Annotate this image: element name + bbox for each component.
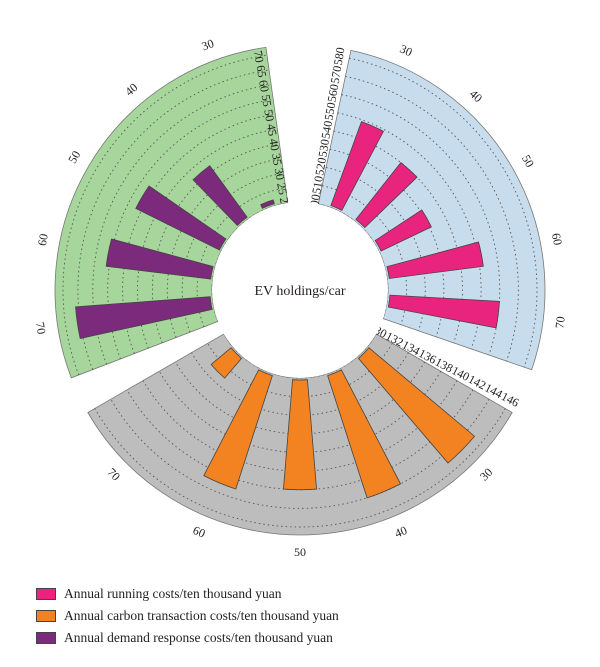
radial-tick-demand: 50	[261, 108, 277, 122]
legend-label-carbon: Annual carbon transaction costs/ten thou…	[64, 607, 339, 623]
legend-swatch-demand	[36, 631, 56, 644]
legend-item-carbon: Annual carbon transaction costs/ten thou…	[36, 605, 339, 626]
bar-carbon	[203, 369, 273, 490]
category-label-running: 70	[552, 316, 567, 330]
radial-tick-running: 520	[312, 156, 329, 176]
center-label: EV holdings/car	[254, 284, 345, 299]
gridline-running	[337, 112, 482, 350]
bar-carbon	[327, 369, 402, 499]
category-label-demand: 70	[33, 321, 49, 335]
legend-swatch-carbon	[36, 609, 56, 622]
radial-tick-demand: 40	[266, 138, 282, 152]
legend-label-running: Annual running costs/ten thousand yuan	[64, 585, 282, 601]
chart-sectors: 3040506070500510520530540550560570580304…	[33, 36, 568, 559]
radial-tick-running: 540	[318, 120, 335, 140]
gridline-running	[349, 57, 538, 368]
category-label-running: 30	[398, 42, 415, 60]
category-label-demand: 60	[35, 232, 51, 246]
category-label-carbon: 50	[294, 545, 306, 559]
category-label-demand: 30	[200, 36, 216, 53]
radial-tick-demand: 60	[256, 79, 272, 93]
bar-running	[330, 121, 384, 211]
legend: Annual running costs/ten thousand yuan A…	[36, 583, 339, 649]
radial-tick-demand: 35	[269, 152, 285, 166]
radial-tick-demand: 45	[264, 123, 280, 137]
gridline-demand	[62, 54, 268, 376]
bar-running	[374, 209, 432, 252]
radial-tick-running: 580	[331, 46, 348, 66]
radial-tick-running: 550	[322, 101, 339, 121]
bar-running	[355, 162, 418, 229]
center-hole	[212, 202, 388, 378]
category-label-demand: 40	[122, 80, 140, 98]
radial-tick-running: 530	[315, 138, 332, 158]
radial-tick-demand: 25	[274, 182, 290, 196]
legend-item-demand: Annual demand response costs/ten thousan…	[36, 627, 339, 648]
bar-demand	[135, 185, 227, 251]
gridline-carbon	[175, 361, 425, 435]
category-label-carbon: 70	[105, 465, 123, 483]
gridline-running	[345, 75, 519, 362]
category-label-carbon: 60	[191, 523, 207, 541]
bar-demand	[75, 296, 213, 339]
category-label-carbon: 30	[477, 465, 495, 483]
radial-tick-running: 510	[309, 175, 326, 195]
legend-label-demand: Annual demand response costs/ten thousan…	[64, 629, 333, 645]
gridline-carbon	[126, 389, 474, 491]
category-label-carbon: 40	[393, 523, 409, 541]
bar-demand	[260, 199, 275, 209]
radial-tick-running: 570	[328, 65, 345, 85]
gridline-carbon	[94, 408, 506, 528]
bar-carbon	[357, 347, 476, 464]
legend-item-running: Annual running costs/ten thousand yuan	[36, 583, 339, 604]
category-label-running: 40	[467, 87, 485, 105]
bar-demand	[192, 165, 248, 226]
bar-demand	[105, 238, 214, 280]
bar-running	[386, 241, 484, 279]
bar-carbon	[283, 379, 317, 491]
bar-running	[387, 294, 500, 329]
legend-swatch-running	[36, 587, 56, 600]
bar-carbon	[210, 347, 243, 379]
category-label-running: 60	[549, 232, 565, 246]
category-label-running: 50	[519, 152, 537, 169]
radial-tick-demand: 55	[259, 93, 275, 107]
radial-tick-demand: 70	[251, 49, 267, 63]
category-label-demand: 50	[65, 148, 83, 165]
radial-tick-demand: 65	[253, 64, 269, 78]
radial-tick-demand: 30	[272, 167, 288, 181]
radial-tick-running: 560	[325, 83, 342, 103]
